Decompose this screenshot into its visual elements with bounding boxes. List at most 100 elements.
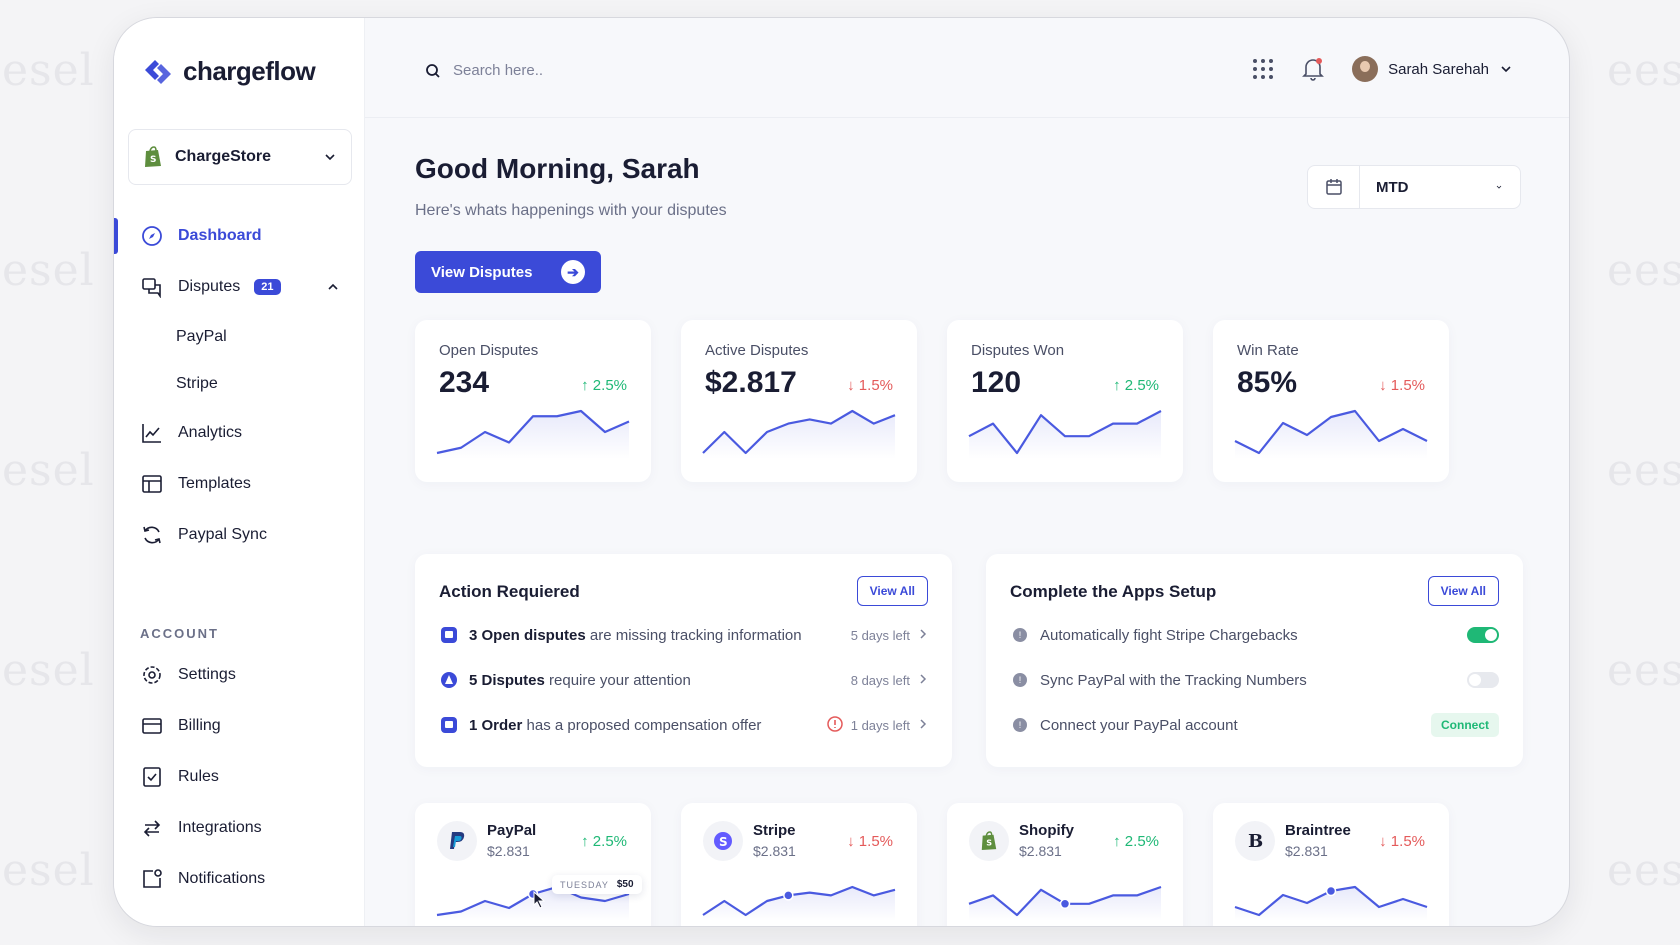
sparkline-point bbox=[1059, 898, 1071, 910]
stat-title: Open Disputes bbox=[439, 342, 539, 359]
store-name: ChargeStore bbox=[175, 148, 272, 165]
info-dot-icon: ! bbox=[1010, 670, 1030, 690]
brand-logo[interactable]: chargeflow bbox=[143, 56, 316, 87]
sidebar-item-templates[interactable]: Templates bbox=[140, 472, 251, 496]
bell-icon[interactable] bbox=[1302, 57, 1325, 81]
page-title: Good Morning, Sarah bbox=[415, 153, 700, 184]
sidebar-item-label: Integrations bbox=[178, 819, 262, 836]
action-row[interactable]: 5 Disputes require your attention 8 days … bbox=[439, 667, 928, 693]
page-subtitle: Here's whats happenings with your disput… bbox=[415, 202, 727, 219]
user-menu[interactable]: Sarah Sarehah bbox=[1352, 56, 1513, 82]
processor-amount: $2.831 bbox=[487, 843, 530, 859]
view-all-button[interactable]: View All bbox=[856, 576, 928, 606]
sparkline-chart bbox=[702, 885, 896, 921]
sidebar: chargeflow S ChargeStore Dashboard Dispu… bbox=[114, 18, 365, 926]
action-count: 1 Order bbox=[469, 716, 523, 734]
svg-text:B: B bbox=[1248, 831, 1263, 851]
period-selector[interactable]: MTD bbox=[1307, 165, 1521, 209]
stat-card[interactable]: Open Disputes 234 ↑ 2.5% bbox=[415, 320, 651, 482]
toggle-knob bbox=[1469, 674, 1481, 686]
setup-row: ! Automatically fight Stripe Chargebacks bbox=[1010, 622, 1499, 648]
processor-delta: ↓ 1.5% bbox=[1379, 833, 1425, 850]
search-box[interactable]: Search here.. bbox=[425, 62, 543, 79]
stat-card[interactable]: Disputes Won 120 ↑ 2.5% bbox=[947, 320, 1183, 482]
sparkline-wrap bbox=[967, 401, 1163, 464]
calendar-icon bbox=[1308, 166, 1360, 208]
sparkline-point bbox=[783, 890, 794, 901]
svg-text:S: S bbox=[986, 838, 992, 848]
setup-control bbox=[1467, 627, 1499, 643]
store-selector[interactable]: S ChargeStore bbox=[128, 129, 352, 185]
stat-delta: ↑ 2.5% bbox=[581, 377, 627, 394]
sidebar-subitem-stripe[interactable]: Stripe bbox=[176, 375, 218, 392]
stat-title: Win Rate bbox=[1237, 342, 1299, 359]
processor-card[interactable]: S Stripe $2.831 ↓ 1.5% bbox=[681, 803, 917, 926]
sparkline-wrap bbox=[435, 877, 631, 926]
sparkline-point bbox=[1325, 885, 1337, 897]
stat-card[interactable]: Win Rate 85% ↓ 1.5% bbox=[1213, 320, 1449, 482]
stat-delta: ↓ 1.5% bbox=[1379, 377, 1425, 394]
sidebar-item-rules[interactable]: Rules bbox=[140, 765, 219, 789]
apps-grid-icon[interactable] bbox=[1252, 58, 1274, 80]
sparkline-wrap bbox=[701, 877, 897, 926]
view-all-button[interactable]: View All bbox=[1427, 576, 1499, 606]
sync-icon bbox=[140, 523, 164, 547]
sidebar-item-label: Settings bbox=[178, 666, 236, 683]
toggle-switch[interactable] bbox=[1467, 672, 1499, 688]
sidebar-item-dashboard[interactable]: Dashboard bbox=[140, 224, 262, 248]
processor-amount: $2.831 bbox=[1019, 843, 1062, 859]
credit-card-icon bbox=[140, 714, 164, 738]
action-row[interactable]: 1 Order has a proposed compensation offe… bbox=[439, 712, 928, 738]
sidebar-item-disputes[interactable]: Disputes 21 bbox=[140, 275, 340, 299]
line-chart-icon bbox=[140, 421, 164, 445]
watermark: esel bbox=[2, 245, 95, 296]
sidebar-item-paypal-sync[interactable]: Paypal Sync bbox=[140, 523, 267, 547]
sidebar-item-analytics[interactable]: Analytics bbox=[140, 421, 242, 445]
processor-name: PayPal bbox=[487, 822, 537, 839]
sidebar-item-label: Analytics bbox=[178, 424, 243, 441]
sparkline-line bbox=[1234, 409, 1428, 455]
chevron-up-icon[interactable] bbox=[326, 280, 340, 294]
sparkline-chart bbox=[968, 885, 1162, 921]
toggle-knob bbox=[1485, 629, 1497, 641]
account-section-label: ACCOUNT bbox=[140, 626, 219, 641]
sidebar-item-integrations[interactable]: Integrations bbox=[140, 816, 262, 840]
toggle-switch[interactable] bbox=[1467, 627, 1499, 643]
chat-bubble-icon bbox=[439, 625, 459, 645]
sparkline-wrap bbox=[1233, 877, 1429, 926]
watermark: esel bbox=[2, 845, 95, 896]
chevron-down-icon bbox=[325, 154, 335, 161]
watermark: esel bbox=[2, 445, 95, 496]
svg-text:S: S bbox=[719, 835, 728, 849]
processor-amount: $2.831 bbox=[1285, 843, 1328, 859]
watermark: esel bbox=[2, 45, 95, 96]
sidebar-item-notifications[interactable]: Notifications bbox=[140, 867, 265, 891]
sidebar-item-label: Templates bbox=[178, 475, 251, 492]
processor-card[interactable]: B Braintree $2.831 ↓ 1.5% bbox=[1213, 803, 1449, 926]
days-left: 1 days left bbox=[850, 717, 910, 733]
processor-card[interactable]: S Shopify $2.831 ↑ 2.5% bbox=[947, 803, 1183, 926]
svg-text:S: S bbox=[150, 155, 156, 165]
sidebar-subitem-paypal[interactable]: PayPal bbox=[176, 328, 227, 345]
stat-value: 234 bbox=[439, 366, 490, 399]
stat-card[interactable]: Active Disputes $2.817 ↓ 1.5% bbox=[681, 320, 917, 482]
watermark: esel bbox=[2, 645, 95, 696]
sparkline-chart bbox=[1234, 885, 1428, 921]
action-meta: 8 days left bbox=[851, 673, 928, 688]
sparkline-wrap bbox=[1233, 401, 1429, 464]
sidebar-item-settings[interactable]: Settings bbox=[140, 663, 236, 687]
view-disputes-button[interactable]: View Disputes ➔ bbox=[415, 251, 601, 293]
connect-button[interactable]: Connect bbox=[1431, 713, 1499, 737]
sidebar-item-label: Rules bbox=[178, 768, 219, 785]
processor-card[interactable]: PayPal $2.831 ↑ 2.5% TUESDAY $50 bbox=[415, 803, 651, 926]
arrows-exchange-icon bbox=[140, 816, 164, 840]
action-count: 5 Disputes bbox=[469, 671, 545, 689]
action-row[interactable]: 3 Open disputes are missing tracking inf… bbox=[439, 622, 928, 648]
chevron-right-icon bbox=[918, 673, 928, 688]
action-meta: 1 days left bbox=[826, 715, 928, 735]
chart-tooltip: TUESDAY $50 bbox=[552, 875, 642, 894]
sidebar-item-billing[interactable]: Billing bbox=[140, 714, 221, 738]
search-input[interactable]: Search here.. bbox=[453, 62, 544, 79]
